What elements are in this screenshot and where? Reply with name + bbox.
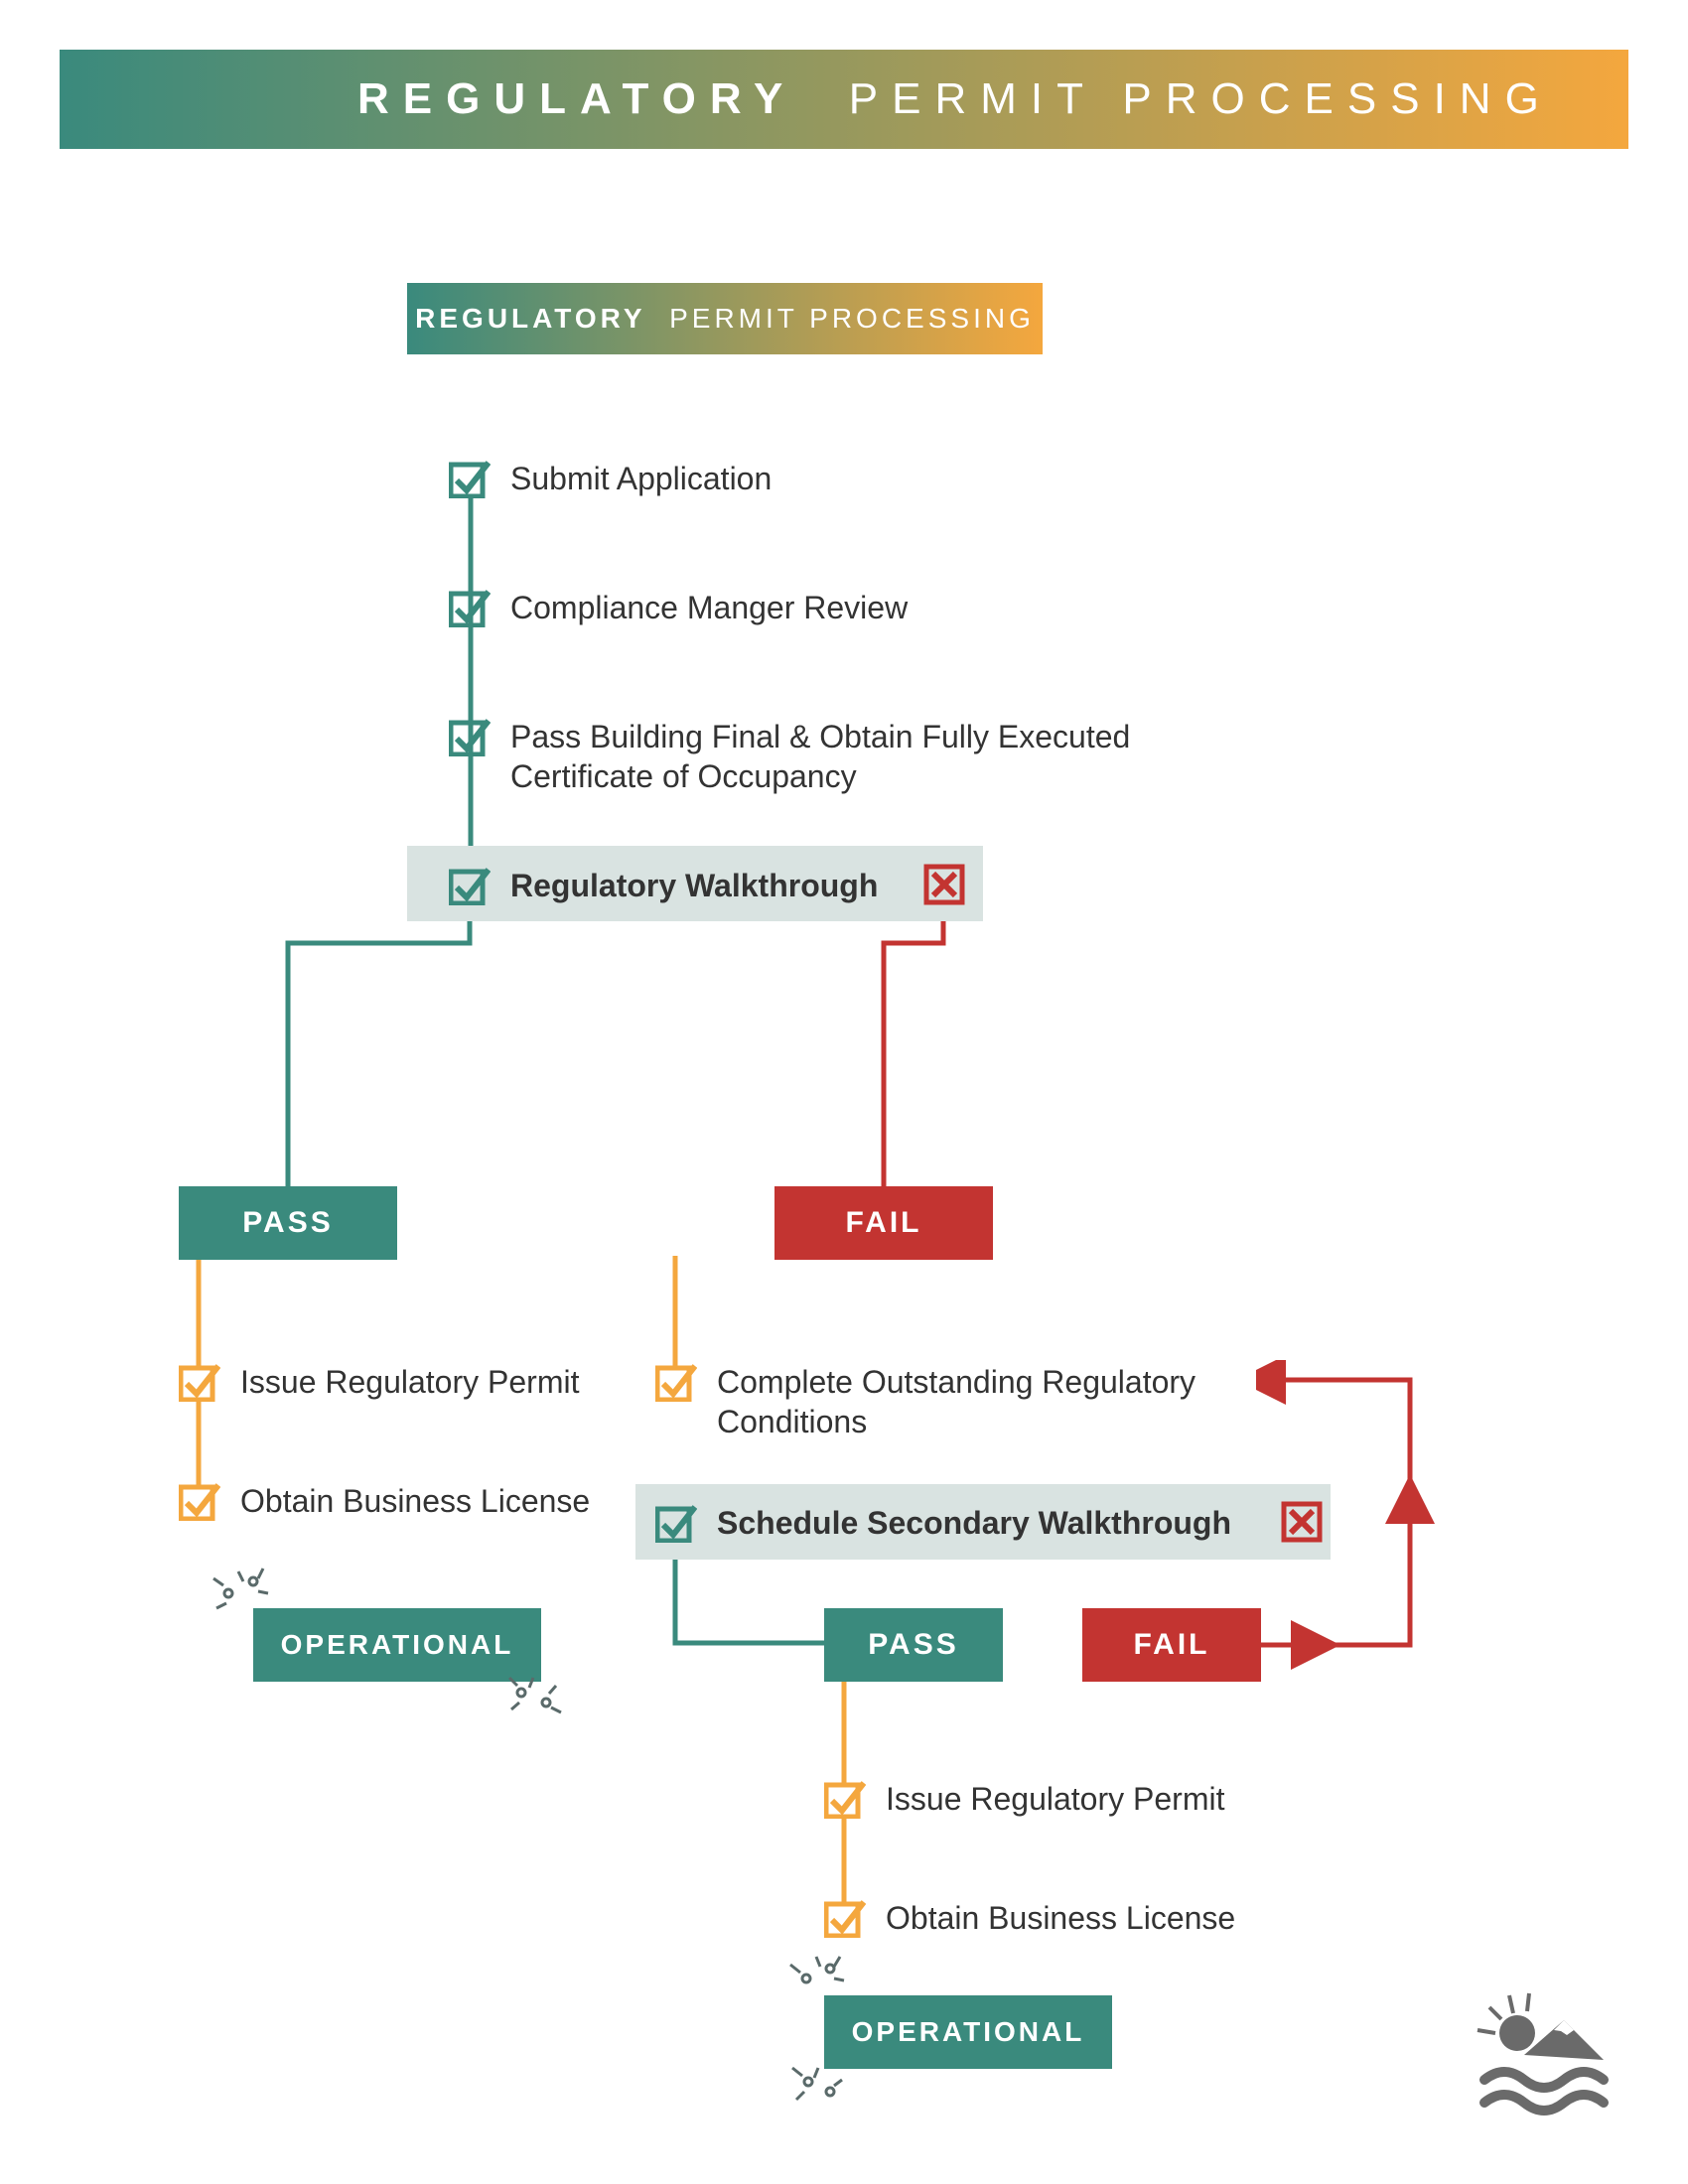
page-title-bar: REGULATORY PERMIT PROCESSING (60, 50, 1628, 149)
step-label: Issue Regulatory Permit (240, 1360, 579, 1402)
pass2-box: PASS (824, 1608, 1003, 1682)
sparkle-icon (784, 2060, 854, 2115)
connector-fail2-loop (1256, 1360, 1455, 1856)
connector-pass-to-issue (196, 1256, 202, 1370)
step-building-final: Pass Building Final & Obtain Fully Execu… (449, 715, 1203, 796)
check-icon (824, 1896, 866, 1938)
pass-label: PASS (242, 1206, 333, 1240)
check-icon (824, 1777, 866, 1819)
step-label: Compliance Manger Review (510, 586, 908, 627)
check-icon (449, 864, 491, 905)
check-icon (449, 457, 491, 498)
step-walkthrough: Regulatory Walkthrough (449, 864, 878, 905)
fail-label: FAIL (846, 1206, 922, 1240)
step-obtain-license: Obtain Business License (179, 1479, 590, 1521)
step-compliance-review: Compliance Manger Review (449, 586, 908, 627)
step-label: Schedule Secondary Walkthrough (717, 1501, 1231, 1543)
operational2-box: OPERATIONAL (824, 1995, 1112, 2069)
connector-fail-to-complete (672, 1256, 678, 1370)
step-label: Complete Outstanding Regulatory Conditio… (717, 1360, 1251, 1441)
step-submit-application: Submit Application (449, 457, 772, 498)
page-title-rest: PERMIT PROCESSING (849, 74, 1553, 124)
connector-issue-to-obtain (196, 1400, 202, 1489)
sub-title-rest: PERMIT PROCESSING (669, 303, 1035, 335)
fail-box: FAIL (774, 1186, 993, 1260)
fail-label: FAIL (1134, 1628, 1210, 1662)
step-issue-permit: Issue Regulatory Permit (179, 1360, 579, 1402)
connector-pass2-down (841, 1678, 847, 1787)
x-icon (1281, 1501, 1323, 1543)
connector-main-vertical (468, 496, 474, 874)
step-label: Pass Building Final & Obtain Fully Execu… (510, 715, 1203, 796)
pass-box: PASS (179, 1186, 397, 1260)
operational-label: OPERATIONAL (852, 2016, 1085, 2048)
connector-walk-fail (874, 903, 953, 1201)
step-obtain-license-2: Obtain Business License (824, 1896, 1235, 1938)
step-label: Submit Application (510, 457, 772, 498)
connector-issue2-obtain2 (841, 1817, 847, 1906)
logo-icon (1470, 1985, 1618, 2134)
step-issue-permit-2: Issue Regulatory Permit (824, 1777, 1224, 1819)
step-label: Regulatory Walkthrough (510, 864, 878, 905)
step-label: Obtain Business License (240, 1479, 590, 1521)
pass-label: PASS (868, 1628, 958, 1662)
sub-title-bar: REGULATORY PERMIT PROCESSING (407, 283, 1043, 354)
step-label: Obtain Business License (886, 1896, 1235, 1938)
step-label: Issue Regulatory Permit (886, 1777, 1224, 1819)
x-icon (923, 864, 965, 905)
step-complete-conditions: Complete Outstanding Regulatory Conditio… (655, 1360, 1251, 1441)
check-icon (179, 1360, 220, 1402)
step-secondary-walkthrough: Schedule Secondary Walkthrough (655, 1501, 1231, 1543)
sub-title-bold: REGULATORY (415, 303, 645, 335)
connector-walk-pass (283, 903, 482, 1201)
check-icon (655, 1360, 697, 1402)
operational-box: OPERATIONAL (253, 1608, 541, 1682)
sparkle-icon (501, 1668, 571, 1727)
check-icon (655, 1501, 697, 1543)
check-icon (179, 1479, 220, 1521)
check-icon (449, 586, 491, 627)
page-title-bold: REGULATORY (357, 74, 796, 124)
fail2-box: FAIL (1082, 1608, 1261, 1682)
check-icon (449, 715, 491, 756)
operational-label: OPERATIONAL (281, 1629, 514, 1661)
